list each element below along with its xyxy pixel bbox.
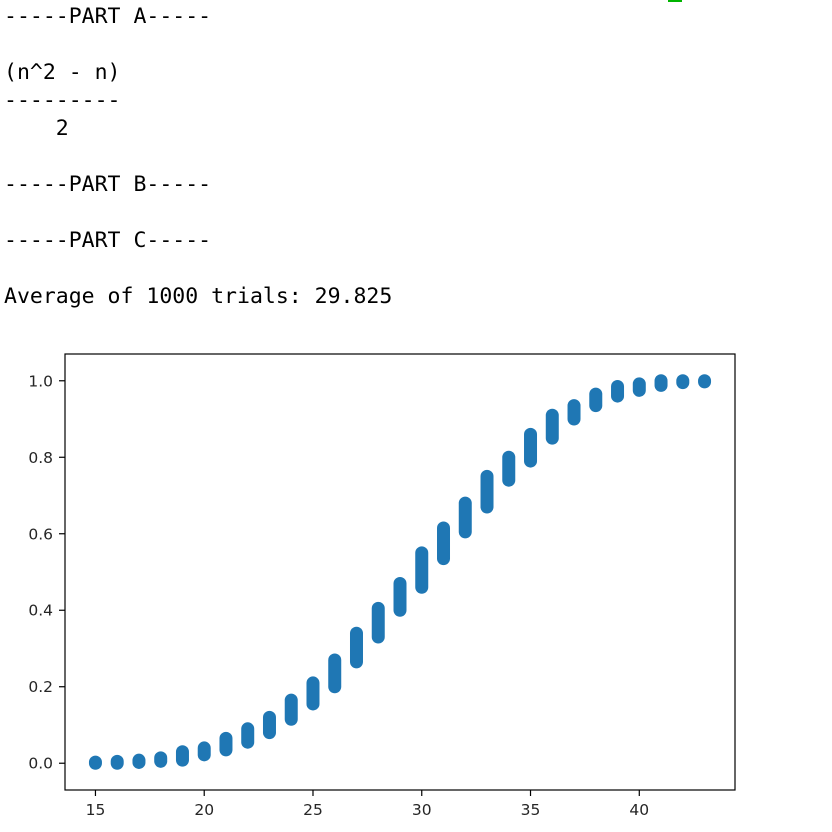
part-a-header: -----PART A----- [4, 4, 212, 29]
y-tick-label: 0.2 [28, 678, 53, 696]
x-axis-ticks: 15 20 25 30 35 40 [86, 790, 649, 819]
points-layer [88, 374, 712, 770]
x-tick-label: 20 [194, 801, 214, 819]
x-tick-label: 25 [303, 801, 323, 819]
y-tick-label: 0.4 [28, 602, 53, 620]
x-tick-label: 35 [521, 801, 541, 819]
part-c-header: -----PART C----- [4, 228, 212, 253]
y-axis-ticks: 0.0 0.2 0.4 0.6 0.8 1.0 [28, 372, 65, 773]
y-tick-label: 0.8 [28, 449, 53, 467]
y-tick-label: 0.0 [28, 755, 53, 773]
formula-fraction-bar: --------- [4, 88, 121, 113]
x-tick-label: 40 [629, 801, 649, 819]
part-b-header: -----PART B----- [4, 172, 212, 197]
average-result-line: Average of 1000 trials: 29.825 [4, 284, 393, 309]
formula-denominator: 2 [4, 116, 69, 141]
plot-frame [64, 353, 736, 791]
cursor-indicator [668, 0, 682, 2]
y-tick-label: 1.0 [28, 372, 53, 390]
formula-numerator: (n^2 - n) [4, 60, 121, 85]
scatter-chart: 15 20 25 30 35 40 0.0 0.2 0.4 0.6 0.8 1.0 [28, 353, 736, 819]
y-tick-label: 0.6 [28, 525, 53, 543]
x-tick-label: 30 [412, 801, 432, 819]
x-tick-label: 15 [86, 801, 106, 819]
